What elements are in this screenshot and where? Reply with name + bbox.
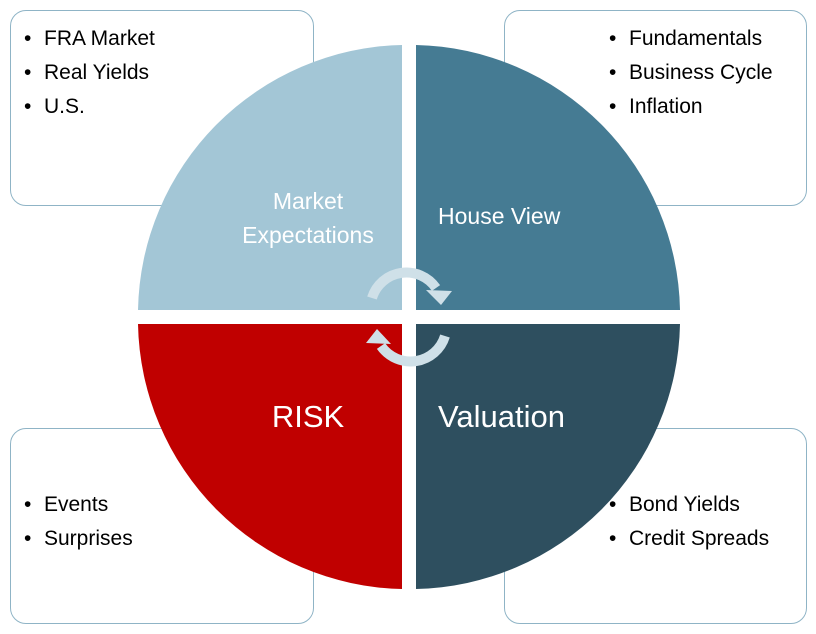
quadrant-valuation xyxy=(416,324,680,589)
list-valuation: Bond YieldsCredit Spreads xyxy=(609,488,769,556)
bullet-item: Surprises xyxy=(24,522,133,556)
quadrant-market-expectations xyxy=(138,45,402,310)
bullet-item: Real Yields xyxy=(24,56,155,90)
label-risk: RISK xyxy=(272,399,345,434)
bullet-item: Bond Yields xyxy=(609,488,769,522)
cycle-arrowhead-bottom-icon xyxy=(366,329,391,344)
label-valuation: Valuation xyxy=(438,399,565,434)
bullet-item: U.S. xyxy=(24,90,155,124)
cycle-arrowhead-top-icon xyxy=(426,290,452,305)
cycle-arrow-top-icon xyxy=(367,267,441,300)
list-market-expectations: FRA MarketReal YieldsU.S. xyxy=(24,22,155,124)
list-risk: EventsSurprises xyxy=(24,488,133,556)
cycle-arrow-bottom-icon xyxy=(376,334,450,367)
list-house-view: FundamentalsBusiness CycleInflation xyxy=(609,22,773,124)
label-expectations: Expectations xyxy=(242,222,374,248)
quadrant-house-view xyxy=(416,45,680,310)
label-house-view: House View xyxy=(438,203,561,229)
quadrant-risk xyxy=(138,324,402,589)
label-market: Market xyxy=(273,188,344,214)
bullet-item: Business Cycle xyxy=(609,56,773,90)
bullet-item: Events xyxy=(24,488,133,522)
bullet-item: Fundamentals xyxy=(609,22,773,56)
bullet-item: Credit Spreads xyxy=(609,522,769,556)
cycle-arrows-icon xyxy=(366,267,452,367)
bullet-item: Inflation xyxy=(609,90,773,124)
bullet-item: FRA Market xyxy=(24,22,155,56)
